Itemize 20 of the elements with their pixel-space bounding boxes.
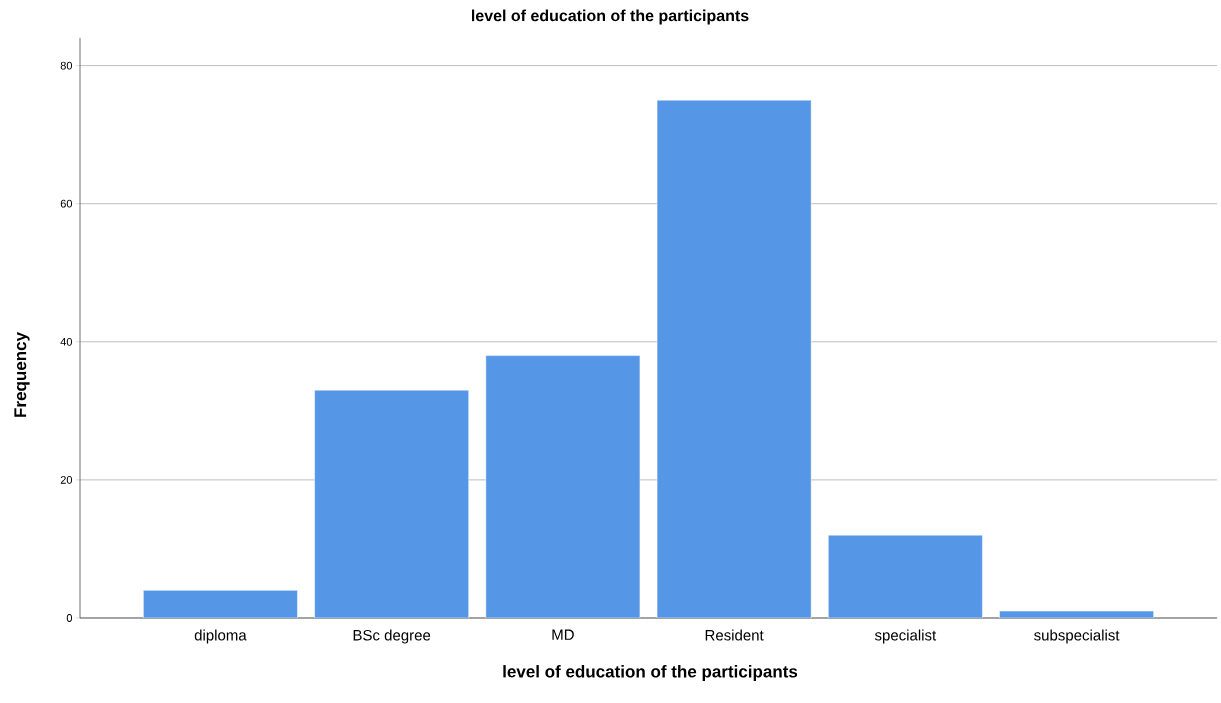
bar [314,389,469,618]
bar [656,99,812,618]
x-axis-title: level of education of the participants [503,665,798,681]
x-tick-label: diploma [194,629,247,644]
x-tick-label: Resident [705,629,764,641]
bar [143,590,298,618]
bar [999,610,1154,618]
y-tick-label: 0 [66,614,73,622]
y-tick-label: 20 [60,476,73,484]
bar [828,534,983,618]
y-tick-label: 40 [60,337,73,346]
bar [485,355,641,618]
x-tick-label: specialist [874,629,937,644]
x-tick-label: MD [552,629,574,640]
chart-title: level of education of the participants [471,9,749,25]
y-tick-label: 60 [60,199,73,208]
x-tick-label: subspecialist [1034,629,1120,644]
y-axis-title: Frequency [14,332,30,417]
y-tick-label: 80 [60,61,73,70]
x-tick-label: BSc degree [353,629,431,644]
